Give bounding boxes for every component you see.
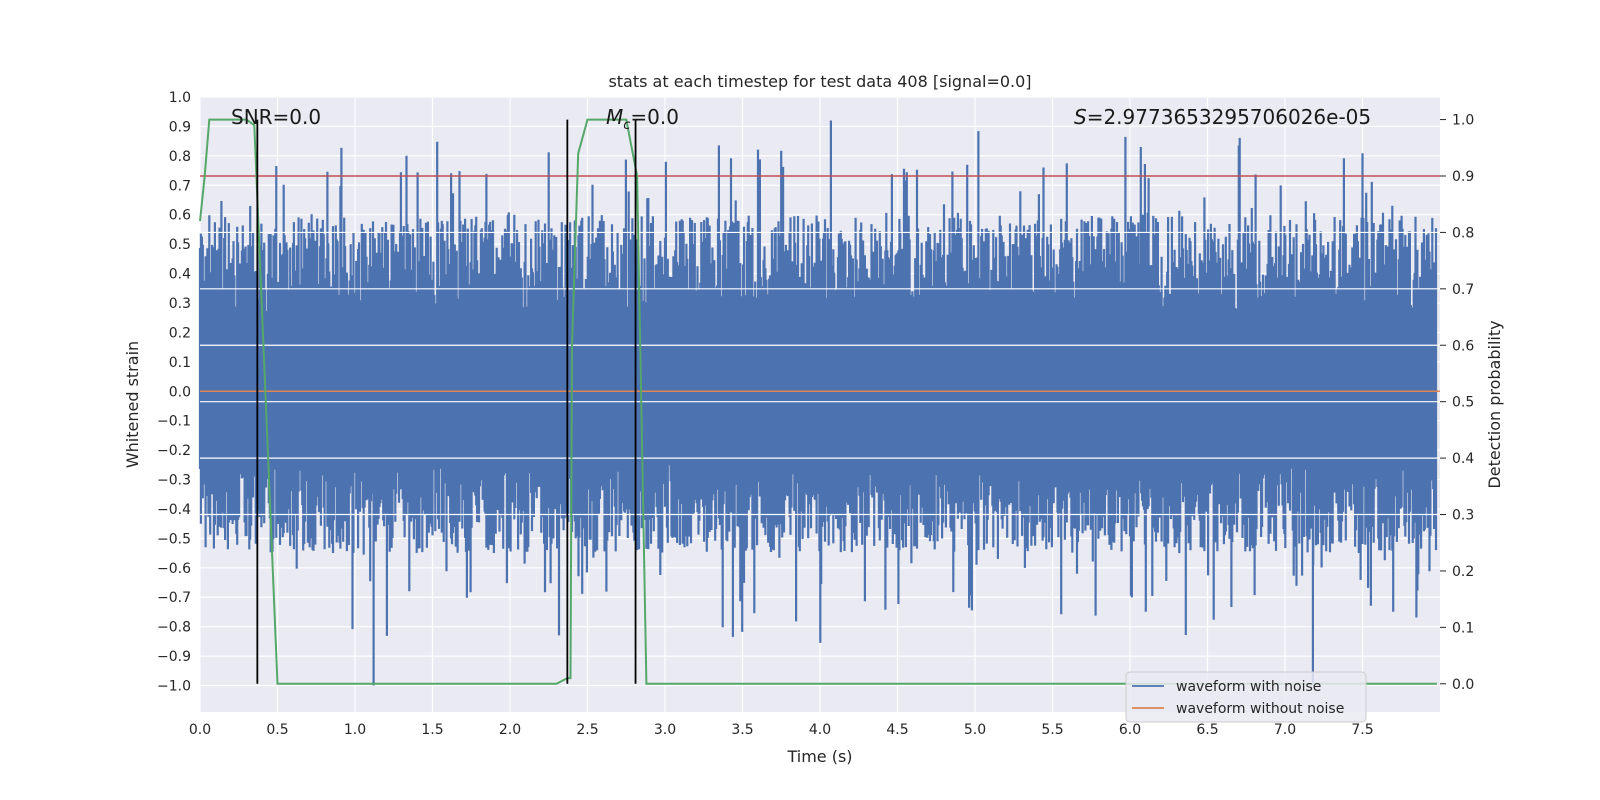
y-tick-label-12: −0.2 [157,443,191,459]
x-tick-label-15: 7.5 [1351,722,1373,738]
y2-axis-label: Detection probability [1485,320,1504,488]
annotation-s-symbol: S [1074,105,1087,129]
noise-trace [198,120,1438,686]
x-tick-label-9: 4.5 [886,722,908,738]
chart-title: stats at each timestep for test data 408… [608,72,1031,91]
x-tick-label-7: 3.5 [731,722,753,738]
y-tick-label-8: 0.2 [169,325,191,341]
y-tick-label-16: −0.6 [157,561,191,577]
y-axis-ticks: 1.0 0.9 0.8 0.7 0.6 0.5 0.4 0.3 0.2 0.1 0.0 −0.1 −0.… [157,90,191,695]
y-tick-label-11: −0.1 [157,414,191,430]
annotation-mc-symbol: M [606,105,623,129]
x-axis-ticks: 0.0 0.5 1.0 1.5 2.0 2.5 3.0 3.5 4.0 4.5 5.0 5.5 6.0 6… [189,722,1374,738]
y2-tick-label-0: 1.0 [1452,113,1474,129]
x-tick-label-5: 2.5 [576,722,598,738]
x-tick-label-2: 1.0 [344,722,366,738]
y2-tick-label-9: 0.1 [1452,620,1474,636]
y-tick-label-2: 0.8 [169,149,191,165]
x-tick-label-8: 4.0 [809,722,831,738]
vertical-markers [256,119,637,684]
y-tick-label-19: −0.9 [157,649,191,665]
y2-tick-label-2: 0.8 [1452,225,1474,241]
y-tick-label-6: 0.4 [169,267,191,283]
legend-entry-waveform-without-noise: waveform without noise [1176,701,1344,717]
x-tick-label-0: 0.0 [189,722,211,738]
y2-tick-label-5: 0.5 [1452,395,1474,411]
y2-tick-label-8: 0.2 [1452,564,1474,580]
annotation-mc-value: =0.0 [630,105,679,129]
y2-tick-label-4: 0.6 [1452,338,1474,354]
annotation-mc-subscript: c [623,118,630,133]
x-tick-label-12: 6.0 [1119,722,1141,738]
x-tick-label-6: 3.0 [654,722,676,738]
y2-tick-label-7: 0.3 [1452,508,1474,524]
x-tick-label-11: 5.5 [1041,722,1063,738]
x-tick-label-1: 0.5 [266,722,288,738]
legend: waveform with noise waveform without noi… [1125,671,1367,723]
legend-entry-waveform-with-noise: waveform with noise [1176,679,1321,695]
y-tick-label-10: 0.0 [169,384,191,400]
legend-box [1125,671,1367,723]
y2-tick-label-1: 0.9 [1452,169,1474,185]
y2-tick-label-3: 0.7 [1452,282,1474,298]
y-tick-label-17: −0.7 [157,590,191,606]
annotation-s: S=2.9773653295706026e-05 [1074,105,1371,129]
y-tick-label-15: −0.5 [157,531,191,547]
y2-axis-ticks: 1.0 0.9 0.8 0.7 0.6 0.5 0.4 0.3 0.2 0.1 0.0 [1440,113,1474,693]
x-tick-label-10: 5.0 [964,722,986,738]
y-axis-label: Whitened strain [123,341,142,468]
y-tick-label-1: 0.9 [169,119,191,135]
y2-tick-label-6: 0.4 [1452,451,1474,467]
y-tick-label-9: 0.1 [169,355,191,371]
series-waveform-with-noise [198,120,1440,686]
x-axis-label: Time (s) [786,747,852,766]
y-tick-label-3: 0.7 [169,178,191,194]
x-tick-label-14: 7.0 [1274,722,1296,738]
y-tick-label-13: −0.3 [157,473,191,489]
y-tick-label-4: 0.6 [169,208,191,224]
annotation-s-value: =2.9773653295706026e-05 [1087,105,1371,129]
y-tick-label-5: 0.5 [169,237,191,253]
annotation-chirp-mass: Mc=0.0 [606,105,679,133]
x-tick-label-4: 2.0 [499,722,521,738]
y-tick-label-7: 0.3 [169,296,191,312]
annotation-snr: SNR=0.0 [231,105,321,129]
y-tick-label-18: −0.8 [157,620,191,636]
x-tick-label-13: 6.5 [1196,722,1218,738]
detection-probability-trace [199,118,1437,685]
y-tick-label-0: 1.0 [169,90,191,106]
y-tick-label-14: −0.4 [157,502,191,518]
detection-probability-series [199,118,1437,685]
y-tick-label-20: −1.0 [157,679,191,695]
y2-tick-label-10: 0.0 [1452,677,1474,693]
x-tick-label-3: 1.5 [421,722,443,738]
